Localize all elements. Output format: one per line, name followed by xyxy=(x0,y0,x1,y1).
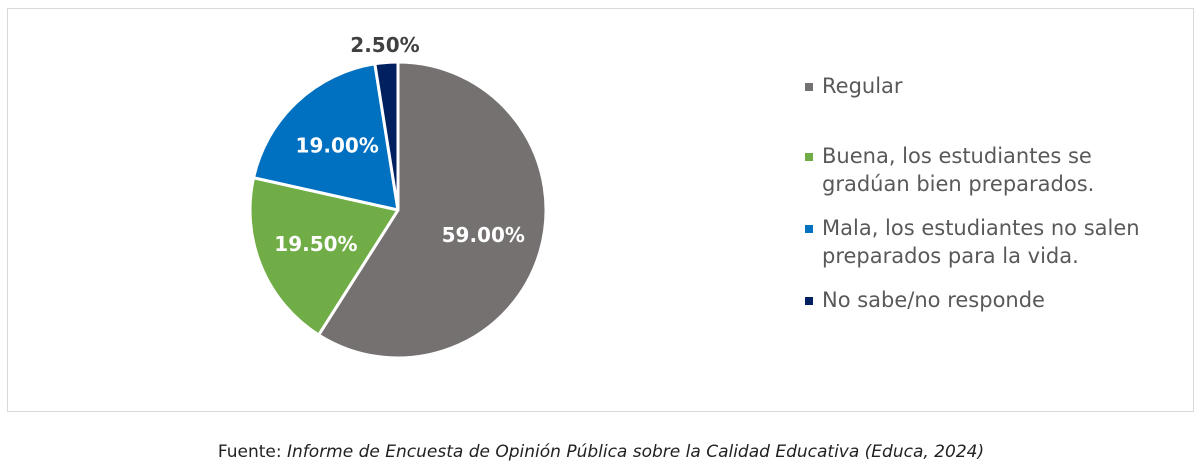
caption-source: Informe de Encuesta de Opinión Pública s… xyxy=(287,442,985,462)
pie-slice-0 xyxy=(317,60,548,360)
pie-slice-2 xyxy=(252,62,400,212)
legend-item-0: Regular xyxy=(805,72,1185,100)
legend-label: Buena, los estudiantes se gradúan bien p… xyxy=(822,144,1095,196)
data-label-0: 59.00% xyxy=(442,223,525,247)
legend-label: Mala, los estudiantes no salen preparado… xyxy=(822,216,1140,268)
legend-item-2: Mala, los estudiantes no salen preparado… xyxy=(805,214,1185,270)
legend-label: Regular xyxy=(822,74,903,98)
legend-item-3: No sabe/no responde xyxy=(805,286,1185,314)
legend-marker-icon xyxy=(805,83,813,91)
legend-item-1: Buena, los estudiantes se gradúan bien p… xyxy=(805,142,1185,198)
pie-slice-1 xyxy=(248,176,400,337)
data-label-2: 19.00% xyxy=(296,133,379,157)
legend-marker-icon xyxy=(805,297,813,305)
caption: Fuente: Informe de Encuesta de Opinión P… xyxy=(0,442,1202,462)
legend-marker-icon xyxy=(805,153,813,161)
legend: Regular Buena, los estudiantes se gradúan… xyxy=(805,72,1185,314)
legend-label: No sabe/no responde xyxy=(822,288,1045,312)
legend-marker-icon xyxy=(805,225,813,233)
caption-prefix: Fuente: xyxy=(217,442,288,462)
chart-frame xyxy=(7,8,1194,412)
data-label-1: 19.50% xyxy=(274,232,357,256)
pie-slice-3 xyxy=(373,60,400,212)
data-label-3: 2.50% xyxy=(350,33,419,57)
